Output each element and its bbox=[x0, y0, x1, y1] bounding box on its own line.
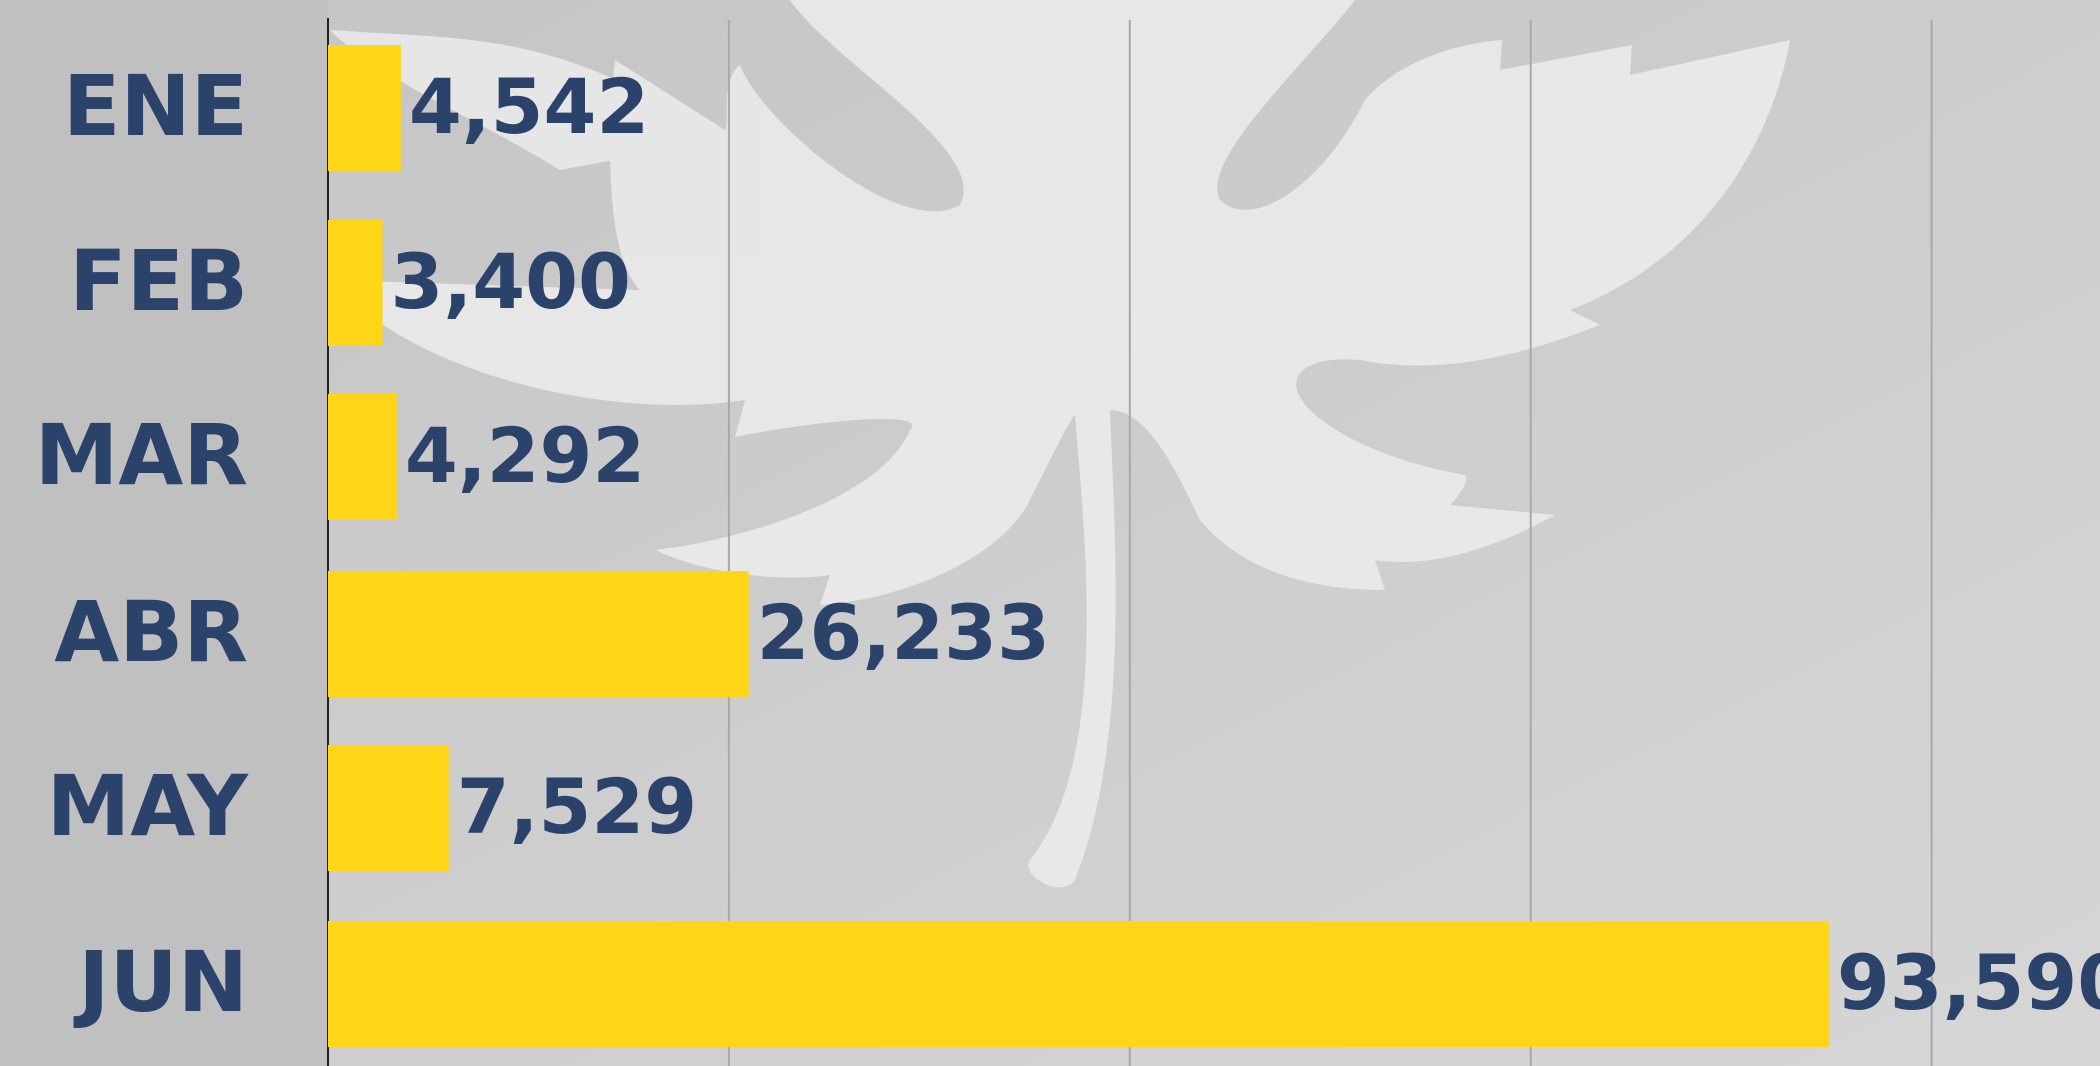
data-label: 26,233 bbox=[757, 588, 1050, 677]
bar bbox=[328, 45, 401, 171]
bar bbox=[328, 745, 449, 871]
y-tick-label: MAR bbox=[35, 406, 248, 504]
y-tick-label: ABR bbox=[54, 583, 248, 681]
data-label: 4,542 bbox=[409, 62, 649, 151]
label-panel bbox=[0, 0, 328, 1066]
data-label: 7,529 bbox=[457, 762, 697, 851]
y-tick-label: MAY bbox=[47, 757, 250, 855]
y-tick-label: ENE bbox=[63, 57, 248, 155]
data-label: 4,292 bbox=[405, 411, 645, 500]
data-label: 3,400 bbox=[391, 237, 631, 326]
bar bbox=[328, 571, 749, 697]
y-tick-label: JUN bbox=[73, 933, 248, 1031]
data-label: 93,590 bbox=[1837, 938, 2100, 1027]
bar bbox=[328, 220, 383, 346]
bar bbox=[328, 394, 397, 520]
y-tick-label: FEB bbox=[69, 232, 248, 330]
bar bbox=[328, 921, 1829, 1047]
leaf-watermark bbox=[330, 0, 1790, 888]
